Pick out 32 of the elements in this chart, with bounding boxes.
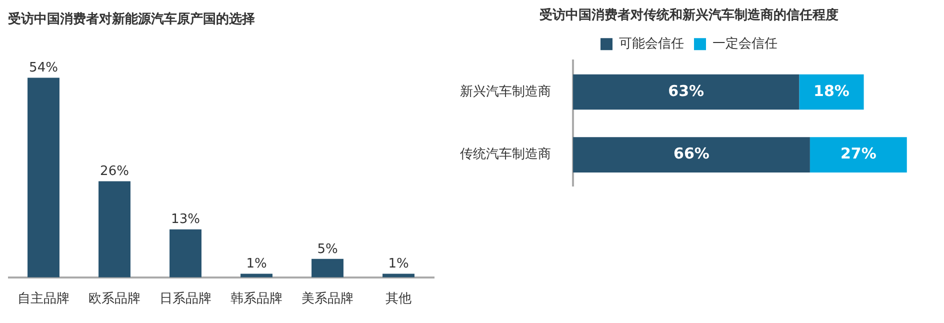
data-label: 18% [814, 82, 850, 100]
legend-label: 可能会信任 [619, 36, 684, 52]
bar [98, 181, 130, 278]
data-label: 26% [100, 164, 129, 180]
bar [312, 258, 344, 278]
x-tick-label: 美系品牌 [302, 290, 354, 307]
chart-title: 受访中国消费者对传统和新兴汽车制造商的信任程度 [538, 7, 838, 24]
data-label: 54% [29, 60, 58, 76]
bar [799, 74, 864, 110]
bar [573, 74, 800, 110]
data-label: 66% [674, 144, 710, 163]
data-label: 1% [388, 256, 409, 272]
y-tick-label: 传统汽车制造商 [460, 147, 551, 162]
data-label: 1% [246, 256, 267, 272]
x-tick-label: 其他 [386, 292, 412, 307]
legend-label: 一定会信任 [712, 36, 778, 52]
x-tick-label: 日系品牌 [160, 292, 212, 307]
data-label: 5% [317, 242, 338, 257]
bar [240, 274, 272, 278]
data-label: 27% [840, 144, 876, 163]
y-tick-label: 新兴汽车制造商 [460, 84, 551, 100]
bar [810, 137, 907, 172]
bar [573, 137, 810, 172]
x-tick-label: 韩系品牌 [230, 292, 282, 307]
bar [170, 229, 202, 278]
data-label: 13% [171, 212, 200, 228]
data-label: 63% [668, 82, 704, 100]
bar [28, 78, 60, 278]
x-tick-label: 自主品牌 [18, 290, 70, 307]
chart-title: 受访中国消费者对新能源汽车原产国的选择 [7, 11, 255, 28]
x-tick-label: 欧系品牌 [88, 292, 140, 307]
bar [382, 274, 414, 278]
